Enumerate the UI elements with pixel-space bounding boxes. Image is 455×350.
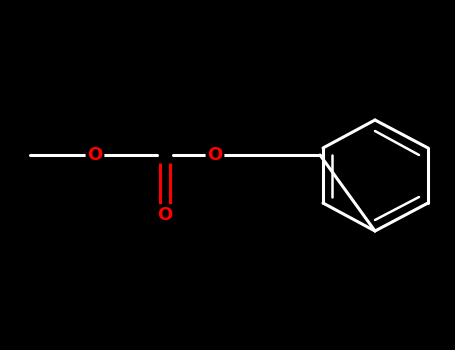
Text: O: O bbox=[157, 206, 172, 224]
Text: O: O bbox=[207, 146, 222, 164]
Text: O: O bbox=[87, 146, 103, 164]
